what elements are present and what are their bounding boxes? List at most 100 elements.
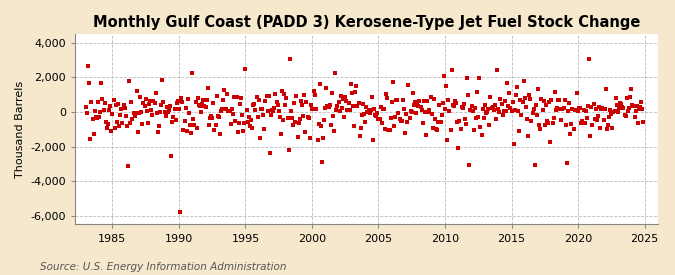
Point	[248, 103, 259, 107]
Point	[308, 89, 319, 93]
Point	[631, 104, 642, 108]
Point	[151, 111, 162, 116]
Point	[221, 92, 232, 97]
Point	[203, 123, 214, 127]
Point	[538, 98, 549, 103]
Point	[393, 111, 404, 116]
Point	[258, 113, 269, 117]
Point	[358, 101, 369, 106]
Point	[507, 100, 518, 104]
Point	[363, 108, 374, 112]
Point	[215, 132, 225, 136]
Point	[442, 138, 453, 142]
Point	[188, 117, 198, 121]
Point	[342, 108, 353, 112]
Point	[411, 111, 422, 115]
Point	[398, 97, 408, 102]
Point	[119, 106, 130, 110]
Point	[408, 91, 418, 96]
Point	[441, 84, 452, 89]
Point	[608, 110, 619, 114]
Point	[315, 82, 325, 86]
Point	[294, 117, 305, 121]
Point	[434, 103, 445, 107]
Point	[448, 104, 459, 108]
Point	[165, 103, 176, 108]
Point	[217, 107, 227, 111]
Point	[252, 114, 263, 119]
Point	[560, 97, 570, 102]
Point	[190, 100, 201, 104]
Point	[120, 114, 131, 119]
Point	[218, 98, 229, 102]
Point	[541, 119, 552, 123]
Point	[177, 100, 188, 104]
Point	[360, 120, 371, 125]
Point	[209, 128, 220, 133]
Point	[455, 127, 466, 131]
Point	[206, 113, 217, 118]
Point	[549, 90, 560, 94]
Point	[520, 105, 531, 109]
Point	[158, 100, 169, 104]
Point	[445, 127, 456, 132]
Point	[554, 97, 564, 102]
Point	[259, 126, 270, 131]
Point	[163, 108, 174, 112]
Point	[246, 118, 256, 122]
Point	[610, 96, 621, 100]
Point	[318, 135, 329, 140]
Point	[265, 112, 276, 117]
Point	[496, 102, 507, 106]
Point	[232, 130, 243, 134]
Point	[208, 101, 219, 105]
Point	[282, 116, 293, 120]
Point	[106, 129, 117, 133]
Point	[130, 111, 141, 115]
Point	[313, 122, 324, 126]
Point	[171, 101, 182, 105]
Point	[317, 160, 327, 165]
Point	[396, 119, 406, 123]
Point	[290, 120, 301, 124]
Point	[339, 114, 350, 119]
Point	[95, 110, 106, 114]
Point	[201, 98, 212, 102]
Point	[465, 108, 476, 112]
Point	[182, 129, 192, 134]
Point	[108, 98, 119, 102]
Point	[535, 127, 545, 131]
Point	[113, 124, 124, 128]
Point	[291, 94, 302, 98]
Point	[556, 117, 567, 122]
Point	[99, 101, 110, 105]
Point	[80, 104, 91, 109]
Point	[415, 105, 426, 110]
Point	[126, 100, 137, 104]
Point	[544, 99, 555, 104]
Point	[370, 112, 381, 117]
Point	[619, 113, 630, 117]
Point	[361, 104, 372, 109]
Point	[513, 109, 524, 114]
Point	[267, 108, 277, 112]
Point	[495, 97, 506, 101]
Point	[320, 106, 331, 110]
Point	[638, 120, 649, 124]
Point	[234, 121, 244, 126]
Point	[84, 81, 95, 86]
Point	[500, 99, 510, 103]
Point	[202, 86, 213, 90]
Point	[579, 121, 590, 125]
Point	[377, 121, 387, 125]
Point	[414, 98, 425, 103]
Point	[473, 114, 484, 119]
Point	[454, 119, 465, 123]
Point	[518, 79, 529, 84]
Point	[111, 103, 122, 108]
Point	[566, 122, 576, 127]
Point	[166, 154, 177, 158]
Point	[572, 108, 583, 113]
Point	[470, 105, 481, 110]
Point	[522, 117, 533, 121]
